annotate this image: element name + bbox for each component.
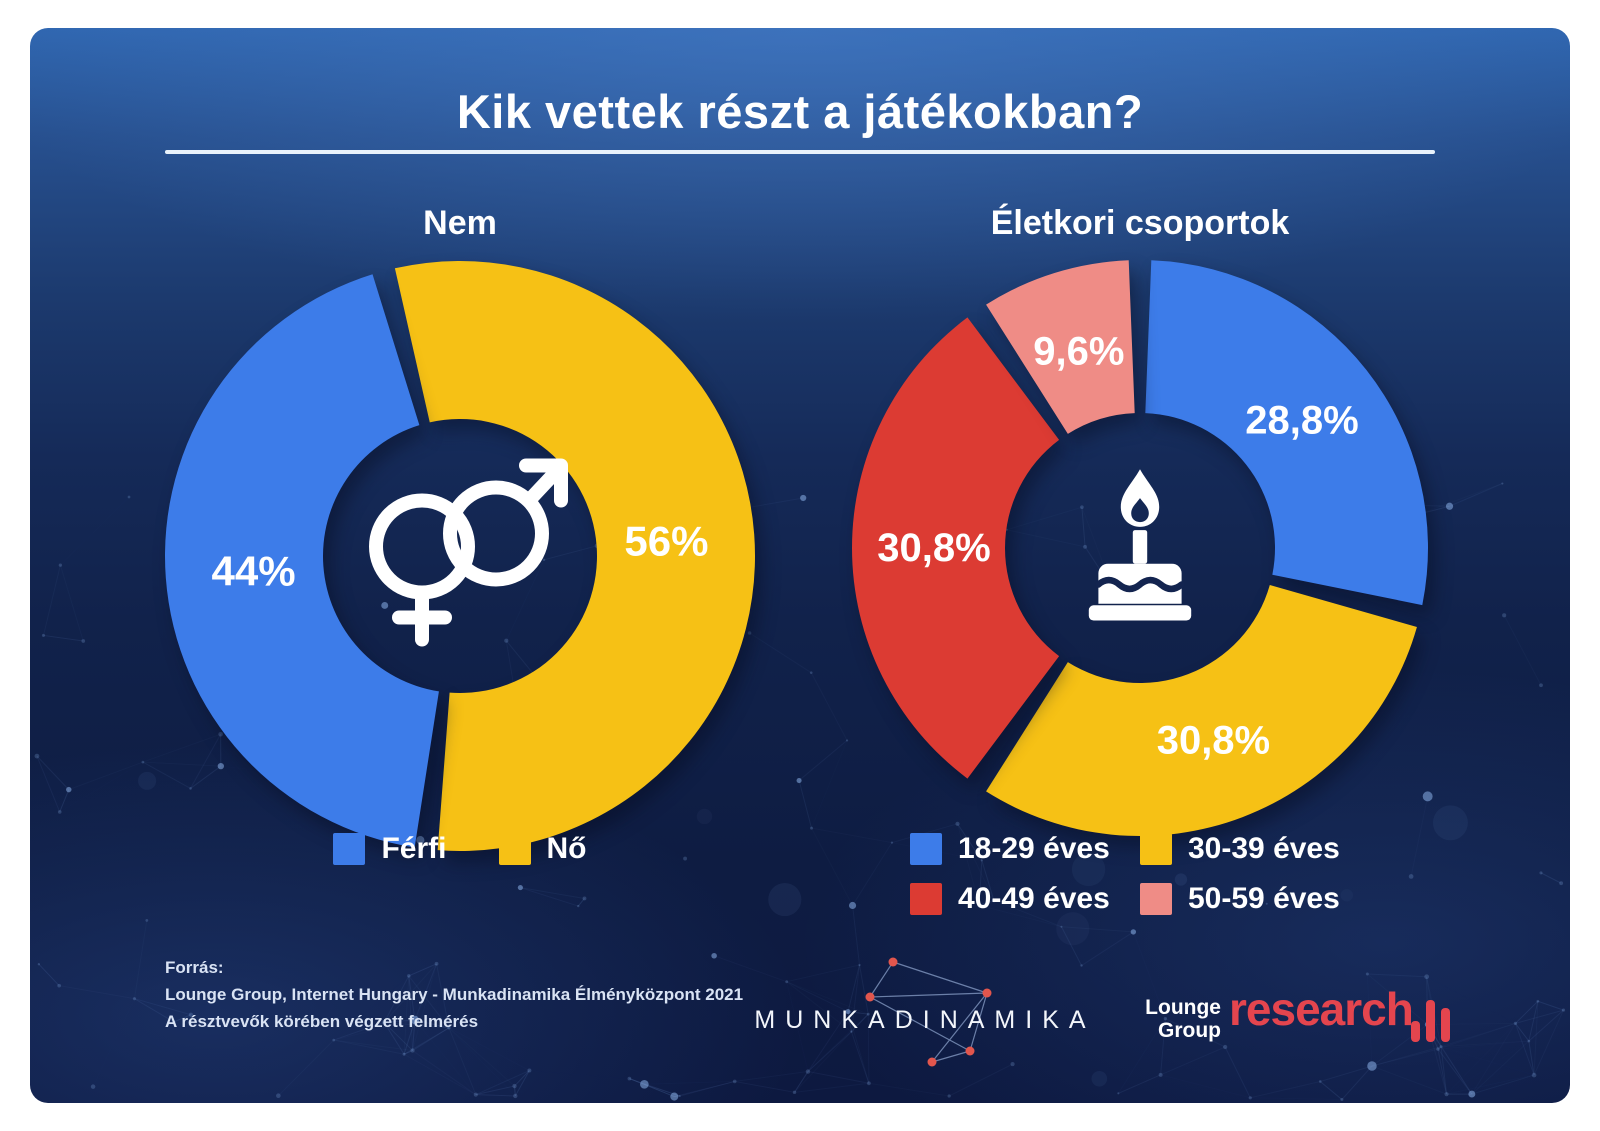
segment-label-50-59 éves: 9,6% (1033, 329, 1124, 373)
source-note: Forrás: Lounge Group, Internet Hungary -… (165, 954, 743, 1035)
donut-segment-Nő (394, 261, 755, 851)
chart-title-gender: Nem (423, 204, 497, 242)
segment-label-Férfi: 44% (212, 548, 296, 595)
legend-swatch (333, 833, 366, 865)
legend-swatch (910, 833, 942, 865)
segment-label-30-39 éves: 30,8% (1157, 718, 1270, 762)
donut-segment-Férfi (164, 274, 439, 848)
segment-label-18-29 éves: 28,8% (1245, 399, 1358, 443)
lounge-group-research-logo: Lounge Group research (1125, 980, 1555, 1070)
infographic-card: Kik vettek részt a játékokban? Nem Életk… (30, 28, 1570, 1103)
donut-segment-30-39 éves (986, 585, 1417, 836)
legend-swatch (1140, 833, 1172, 865)
source-line-1: Lounge Group, Internet Hungary - Munkadi… (165, 985, 744, 1004)
legend-label: 40-49 éves (958, 882, 1110, 915)
source-line-2: A résztvevők körében végzett felmérés (165, 1012, 479, 1031)
title-underline (165, 150, 1435, 154)
legend-item-Férfi: Férfi (333, 832, 447, 866)
segment-label-Nő: 56% (624, 517, 708, 564)
bar-chart-icon (1411, 1000, 1450, 1042)
donut-charts-layer: 56% 44% 28,8% 30,8% 30,8% 9,6% (164, 260, 1428, 851)
donut-segment-50-59 éves (986, 260, 1135, 434)
legend-label: 30-39 éves (1188, 832, 1340, 865)
donut-segment-40-49 éves (852, 317, 1060, 779)
legend-label: 18-29 éves (958, 832, 1110, 865)
legend-item-18-29 éves: 18-29 éves (910, 832, 1140, 866)
munkadinamika-logo: MUNKADINAMIKA (730, 926, 1110, 1086)
legend-label: 50-59 éves (1188, 882, 1340, 915)
chart-title-age: Életkori csoportok (990, 204, 1290, 242)
page-title: Kik vettek részt a játékokban? (456, 85, 1144, 138)
legend-swatch (910, 883, 942, 915)
research-wordmark: research (1229, 983, 1414, 1035)
segment-label-40-49 éves: 30,8% (877, 526, 990, 570)
legend-item-30-39 éves: 30-39 éves (1140, 832, 1370, 866)
legend-item-40-49 éves: 40-49 éves (910, 882, 1140, 916)
lounge-group-text: Lounge Group (1145, 996, 1221, 1042)
legend-swatch (1140, 883, 1172, 915)
birthday-cake-icon (1076, 465, 1204, 630)
legend-item-50-59 éves: 50-59 éves (1140, 882, 1370, 916)
donut-segment-18-29 éves (1145, 260, 1428, 606)
legend-swatch (498, 833, 531, 865)
legend-age: 18-29 éves 30-39 éves 40-49 éves 50-59 éves (815, 832, 1465, 916)
gender-icon (344, 450, 576, 659)
legend-item-Nő: Nő (498, 832, 587, 866)
legend-gender: Férfi Nő (135, 832, 785, 866)
legend-label: Férfi (381, 832, 447, 865)
munkadinamika-wordmark: MUNKADINAMIKA (754, 1006, 1096, 1034)
constellation-icon (865, 957, 992, 1067)
legend-label: Nő (546, 832, 587, 865)
source-heading: Forrás: (165, 958, 224, 977)
